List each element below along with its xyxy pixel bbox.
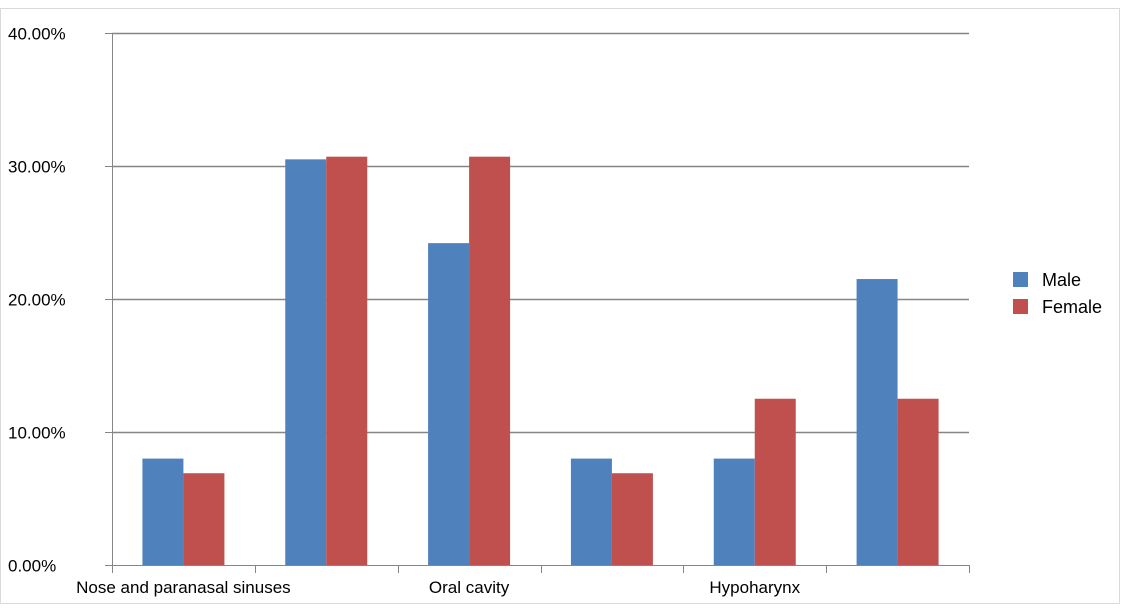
y-tick-label: 20.00%: [8, 291, 66, 310]
bar-female: [897, 398, 939, 565]
y-tick-label: 40.00%: [8, 25, 66, 44]
bar-female: [469, 156, 511, 565]
axes: [105, 33, 970, 573]
y-tick-labels: 0.00% 10.00% 20.00% 30.00% 40.00%: [8, 25, 66, 576]
bar-male: [428, 243, 470, 565]
legend-swatch-female: [1013, 299, 1028, 314]
chart-border: [0, 8, 1120, 604]
gridlines: [112, 32, 969, 434]
bar-female: [183, 473, 225, 565]
bar-male: [713, 458, 755, 565]
bar-female: [611, 473, 653, 565]
y-tick-label: 10.00%: [8, 424, 66, 443]
y-tick-label: 30.00%: [8, 158, 66, 177]
legend-label-female: Female: [1042, 297, 1102, 317]
legend-label-male: Male: [1042, 270, 1081, 290]
bar-male: [142, 458, 184, 565]
legend-swatch-male: [1013, 272, 1028, 287]
bar-male: [856, 279, 898, 565]
bar-male: [285, 159, 327, 565]
x-tick-label: Hypoharynx: [709, 578, 800, 597]
x-tick-labels: Nose and paranasal sinuses Oral cavity Hyp…: [76, 578, 800, 597]
bar-male: [570, 458, 612, 565]
x-tick-label: Nose and paranasal sinuses: [76, 578, 291, 597]
y-tick-label: 0.00%: [8, 557, 56, 576]
bar-female: [326, 156, 368, 565]
legend: Male Female: [1013, 270, 1102, 317]
bars: [142, 156, 939, 565]
x-tick-label: Oral cavity: [429, 578, 510, 597]
bar-female: [754, 398, 796, 565]
